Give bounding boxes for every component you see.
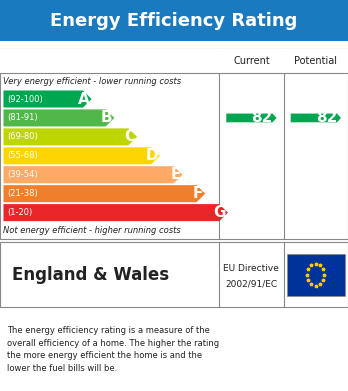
Text: 82: 82 (316, 110, 337, 126)
Text: (21-38): (21-38) (7, 189, 38, 198)
Text: (81-91): (81-91) (7, 113, 38, 122)
Polygon shape (3, 128, 137, 145)
Text: C: C (124, 129, 135, 144)
Text: Very energy efficient - lower running costs: Very energy efficient - lower running co… (3, 77, 182, 86)
Polygon shape (3, 109, 114, 126)
Bar (287, 254, 345, 296)
Text: The energy efficiency rating is a measure of the
overall efficiency of a home. T: The energy efficiency rating is a measur… (7, 326, 219, 373)
Bar (0, 242, 348, 307)
Text: England & Wales: England & Wales (12, 265, 169, 284)
Text: (1-20): (1-20) (7, 208, 32, 217)
Text: E: E (171, 167, 181, 182)
Text: (55-68): (55-68) (7, 151, 38, 160)
Text: Energy Efficiency Rating: Energy Efficiency Rating (50, 11, 298, 30)
Bar (0, 49, 348, 239)
Polygon shape (3, 166, 182, 183)
Text: EU Directive: EU Directive (223, 264, 279, 273)
FancyBboxPatch shape (0, 0, 348, 41)
Text: B: B (101, 110, 113, 126)
Text: (39-54): (39-54) (7, 170, 38, 179)
Text: (69-80): (69-80) (7, 133, 38, 142)
Text: Not energy efficient - higher running costs: Not energy efficient - higher running co… (3, 226, 181, 235)
Polygon shape (3, 90, 92, 108)
Text: D: D (145, 148, 158, 163)
Bar (0, 49, 348, 73)
Polygon shape (226, 113, 277, 122)
Text: G: G (214, 205, 226, 220)
Text: 2002/91/EC: 2002/91/EC (226, 280, 277, 289)
Polygon shape (3, 185, 205, 202)
Text: (92-100): (92-100) (7, 95, 43, 104)
Text: A: A (78, 91, 90, 106)
Polygon shape (291, 113, 341, 122)
Text: Current: Current (233, 56, 270, 66)
Text: 82: 82 (251, 110, 273, 126)
Text: Potential: Potential (294, 56, 337, 66)
Polygon shape (3, 204, 228, 221)
Polygon shape (3, 147, 160, 164)
Text: F: F (193, 186, 204, 201)
